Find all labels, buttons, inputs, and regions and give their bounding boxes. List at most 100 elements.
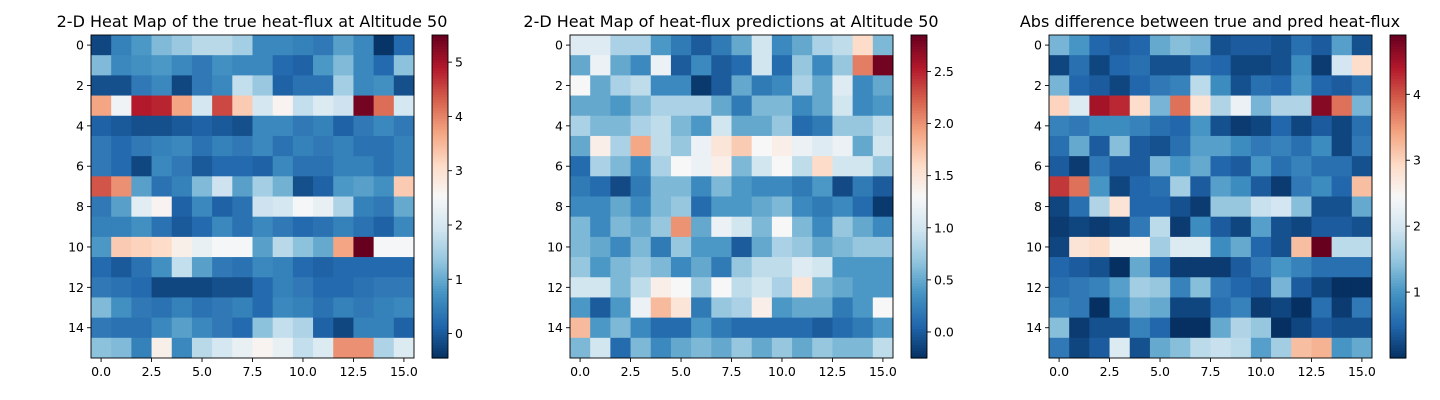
heatmap-cell <box>171 75 193 96</box>
heatmap-cell <box>872 236 894 258</box>
heatmap-cell <box>1250 236 1272 258</box>
heatmap-cell <box>171 95 193 117</box>
colorbar-segment <box>432 156 448 160</box>
heatmap-cell <box>393 317 415 339</box>
heatmap-cell <box>313 277 334 298</box>
heatmap-cell <box>1170 95 1191 117</box>
heatmap-cell <box>191 337 213 359</box>
heatmap-cell <box>1210 95 1232 117</box>
heatmap-cell <box>151 75 173 96</box>
heatmap-cell <box>792 277 813 298</box>
heatmap-cell <box>650 156 672 177</box>
heatmap-cell <box>751 277 773 298</box>
heatmap-cell <box>232 35 253 56</box>
heatmap-cell <box>272 135 294 157</box>
heatmap-cell <box>792 257 813 278</box>
colorbar-segment <box>432 61 448 66</box>
heatmap-cell <box>610 297 631 319</box>
y-tick-label: 4 <box>555 118 563 133</box>
heatmap-cell <box>610 75 631 96</box>
heatmap-cell <box>1190 196 1211 218</box>
heatmap-cell <box>570 55 591 76</box>
colorbar-segment <box>911 180 927 184</box>
heatmap-cell <box>131 216 152 238</box>
colorbar-segment <box>911 75 927 79</box>
heatmap-cell <box>1129 257 1151 278</box>
heatmap-cell <box>650 257 672 278</box>
heatmap-cell <box>1210 277 1232 298</box>
heatmap-cell <box>1069 277 1090 298</box>
colorbar-segment <box>432 56 448 60</box>
heatmap-cell <box>650 277 672 298</box>
colorbar-segment <box>911 185 927 190</box>
heatmap-cell <box>570 35 591 56</box>
heatmap-cell <box>590 196 611 218</box>
heatmap-cell <box>1109 55 1131 76</box>
chart-title: Abs difference between true and pred hea… <box>1020 12 1400 31</box>
heatmap-cell <box>650 75 672 96</box>
y-tick-label: 6 <box>555 159 563 174</box>
heatmap-cell <box>1149 196 1171 218</box>
colorbar-segment <box>1390 131 1406 136</box>
heatmap-cell <box>111 35 132 56</box>
colorbar-segment <box>1390 228 1406 233</box>
heatmap-cell <box>1271 35 1292 56</box>
heatmap-cell <box>691 75 712 96</box>
heatmap-cell <box>630 317 652 339</box>
heatmap-cell <box>353 277 375 298</box>
colorbar-segment <box>1390 266 1406 270</box>
x-tick-label: 10.0 <box>768 364 796 379</box>
heatmap-cell <box>1190 236 1211 258</box>
heatmap-cell <box>1109 196 1131 218</box>
heatmap-cell <box>1230 55 1252 76</box>
heatmap-cell <box>1069 95 1090 117</box>
heatmap-cell <box>1331 75 1353 96</box>
heatmap-cell <box>1311 135 1333 157</box>
heatmap-cell <box>1250 115 1272 137</box>
colorbar-segment <box>1390 115 1406 120</box>
heatmap-cell <box>1291 236 1312 258</box>
colorbar-segment <box>1390 174 1406 179</box>
heatmap-cell <box>272 196 294 218</box>
heatmap-cell <box>1190 75 1211 96</box>
heatmap-cell <box>333 55 354 76</box>
heatmap-cell <box>353 257 375 278</box>
heatmap-cell <box>872 135 894 157</box>
heatmap-cell <box>650 196 672 218</box>
heatmap-cell <box>1089 156 1110 177</box>
heatmap-cell <box>1210 115 1232 137</box>
colorbar-segment <box>911 236 927 241</box>
heatmap-cell <box>313 156 334 177</box>
heatmap-cell <box>1271 236 1292 258</box>
colorbar-segment <box>911 347 927 351</box>
colorbar-segment <box>432 309 448 313</box>
heatmap-cell <box>771 75 793 96</box>
colorbar-segment <box>1390 169 1406 173</box>
heatmap-cell <box>1149 257 1171 278</box>
colorbar-segment <box>432 137 448 141</box>
heatmap-cell <box>333 75 354 96</box>
colorbar-segment <box>1390 277 1406 281</box>
colorbar-segment <box>432 88 448 93</box>
heatmap-cell <box>333 135 354 157</box>
colorbar-segment <box>911 156 927 160</box>
heatmap-cell <box>691 257 712 278</box>
colorbar-segment <box>1390 220 1406 225</box>
colorbar-segment <box>911 306 927 311</box>
heatmap-cell <box>852 156 874 177</box>
heatmap-cells <box>91 35 415 359</box>
y-tick-label: 14 <box>68 320 84 335</box>
heatmap-cell <box>171 135 193 157</box>
heatmap-cell <box>111 297 132 319</box>
heatmap-cell <box>333 35 354 56</box>
colorbar-segment <box>1390 298 1406 303</box>
colorbar: 1 2 3 4 <box>1389 34 1421 359</box>
heatmap-cell <box>1230 95 1252 117</box>
colorbar-tick-label: 1.5 <box>934 168 954 183</box>
colorbar-segment <box>1390 218 1406 222</box>
colorbar-segment <box>432 99 448 103</box>
heatmap-cell <box>292 257 314 278</box>
heatmap-cell <box>832 297 854 319</box>
colorbar-segment <box>432 312 448 316</box>
heatmap-cell <box>610 115 631 137</box>
